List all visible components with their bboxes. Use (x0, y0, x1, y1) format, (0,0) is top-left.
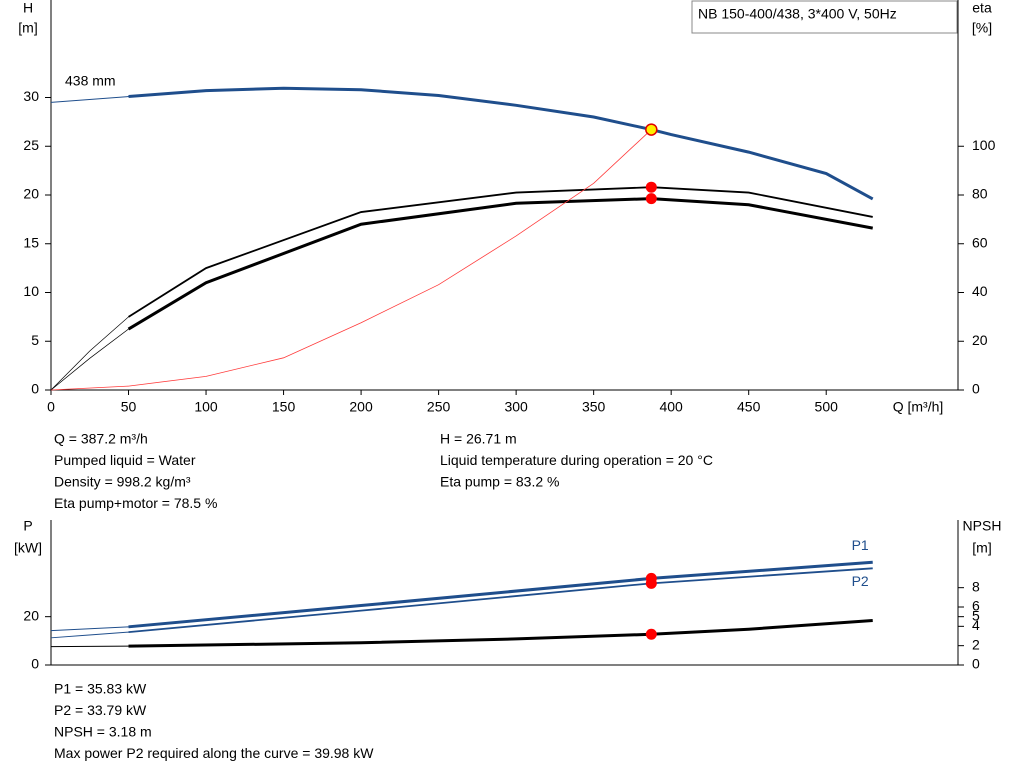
x-tick-label: 50 (121, 399, 137, 415)
y2-tick-label: 8 (972, 578, 980, 594)
info-line: NPSH = 3.18 m (54, 724, 152, 740)
info-line: Eta pump+motor = 78.5 % (54, 495, 217, 511)
info-line: Pumped liquid = Water (54, 452, 196, 468)
curve (128, 619, 873, 648)
annotation: 438 mm (65, 73, 116, 89)
operating-point (645, 181, 657, 193)
info-line: P2 = 33.79 kW (54, 702, 147, 718)
y2-tick-label: 0 (972, 381, 980, 397)
y2-unit: [%] (972, 20, 992, 36)
y-tick-label: 0 (31, 656, 39, 672)
curve (128, 560, 873, 629)
operating-point (645, 193, 657, 205)
curve (128, 186, 873, 318)
x-tick-label: 0 (47, 399, 55, 415)
x-tick-label: 450 (737, 399, 761, 415)
curve (128, 567, 873, 634)
curve (50, 631, 129, 639)
y2-tick-label: 60 (972, 234, 988, 250)
y-tick-label: 15 (23, 234, 39, 250)
y2-tick-label: 0 (972, 656, 980, 672)
curve (128, 86, 874, 201)
y2-tick-label: 6 (972, 598, 980, 614)
operating-point (645, 628, 657, 640)
curve (50, 626, 129, 632)
y2-tick-label: 5 (972, 607, 980, 623)
y-tick-label: 20 (23, 607, 39, 623)
curve (127, 197, 874, 331)
x-tick-label: 200 (349, 399, 373, 415)
y2-tick-label: 100 (972, 137, 996, 153)
series-label: P1 (852, 537, 869, 553)
y2-label: NPSH (963, 518, 1002, 534)
y2-tick-label: 4 (972, 617, 980, 633)
y-unit: [m] (18, 20, 37, 36)
y-tick-label: 10 (23, 283, 39, 299)
operating-point (645, 577, 657, 589)
y-label: P (23, 518, 32, 534)
info-line: Max power P2 required along the curve = … (54, 745, 374, 761)
x-tick-label: 300 (504, 399, 528, 415)
y2-tick-label: 20 (972, 332, 988, 348)
y2-tick-label: 2 (972, 636, 980, 652)
y-label: H (23, 0, 33, 16)
y-tick-label: 25 (23, 137, 39, 153)
x-tick-label: 250 (427, 399, 451, 415)
curve (50, 316, 129, 391)
y2-unit: [m] (972, 540, 991, 556)
info-line: P1 = 35.83 kW (54, 681, 147, 697)
x-tick-label: 150 (272, 399, 296, 415)
info-line: Liquid temperature during operation = 20… (440, 452, 713, 468)
curve (50, 96, 129, 103)
x-tick-label: 100 (194, 399, 218, 415)
series-label: P2 (852, 573, 869, 589)
y2-tick-label: 80 (972, 186, 988, 202)
y2-tick-label: 40 (972, 283, 988, 299)
y-tick-label: 30 (23, 88, 39, 104)
info-line: H = 26.71 m (440, 431, 517, 447)
info-line: Q = 387.2 m³/h (54, 431, 148, 447)
operating-point (645, 123, 658, 136)
title: NB 150-400/438, 3*400 V, 50Hz (698, 6, 897, 22)
x-tick-label: 400 (659, 399, 683, 415)
y-tick-label: 0 (31, 381, 39, 397)
y-tick-label: 20 (23, 186, 39, 202)
info-line: Density = 998.2 kg/m³ (54, 474, 191, 490)
x-label: Q [m³/h] (893, 399, 944, 415)
x-tick-label: 350 (582, 399, 606, 415)
y2-label: eta (972, 0, 992, 16)
y-tick-label: 5 (31, 332, 39, 348)
curve (50, 328, 129, 391)
x-tick-label: 500 (815, 399, 839, 415)
curve (50, 129, 652, 391)
title-box (691, 0, 958, 34)
y-unit: [kW] (14, 540, 42, 556)
info-line: Eta pump = 83.2 % (440, 474, 559, 490)
